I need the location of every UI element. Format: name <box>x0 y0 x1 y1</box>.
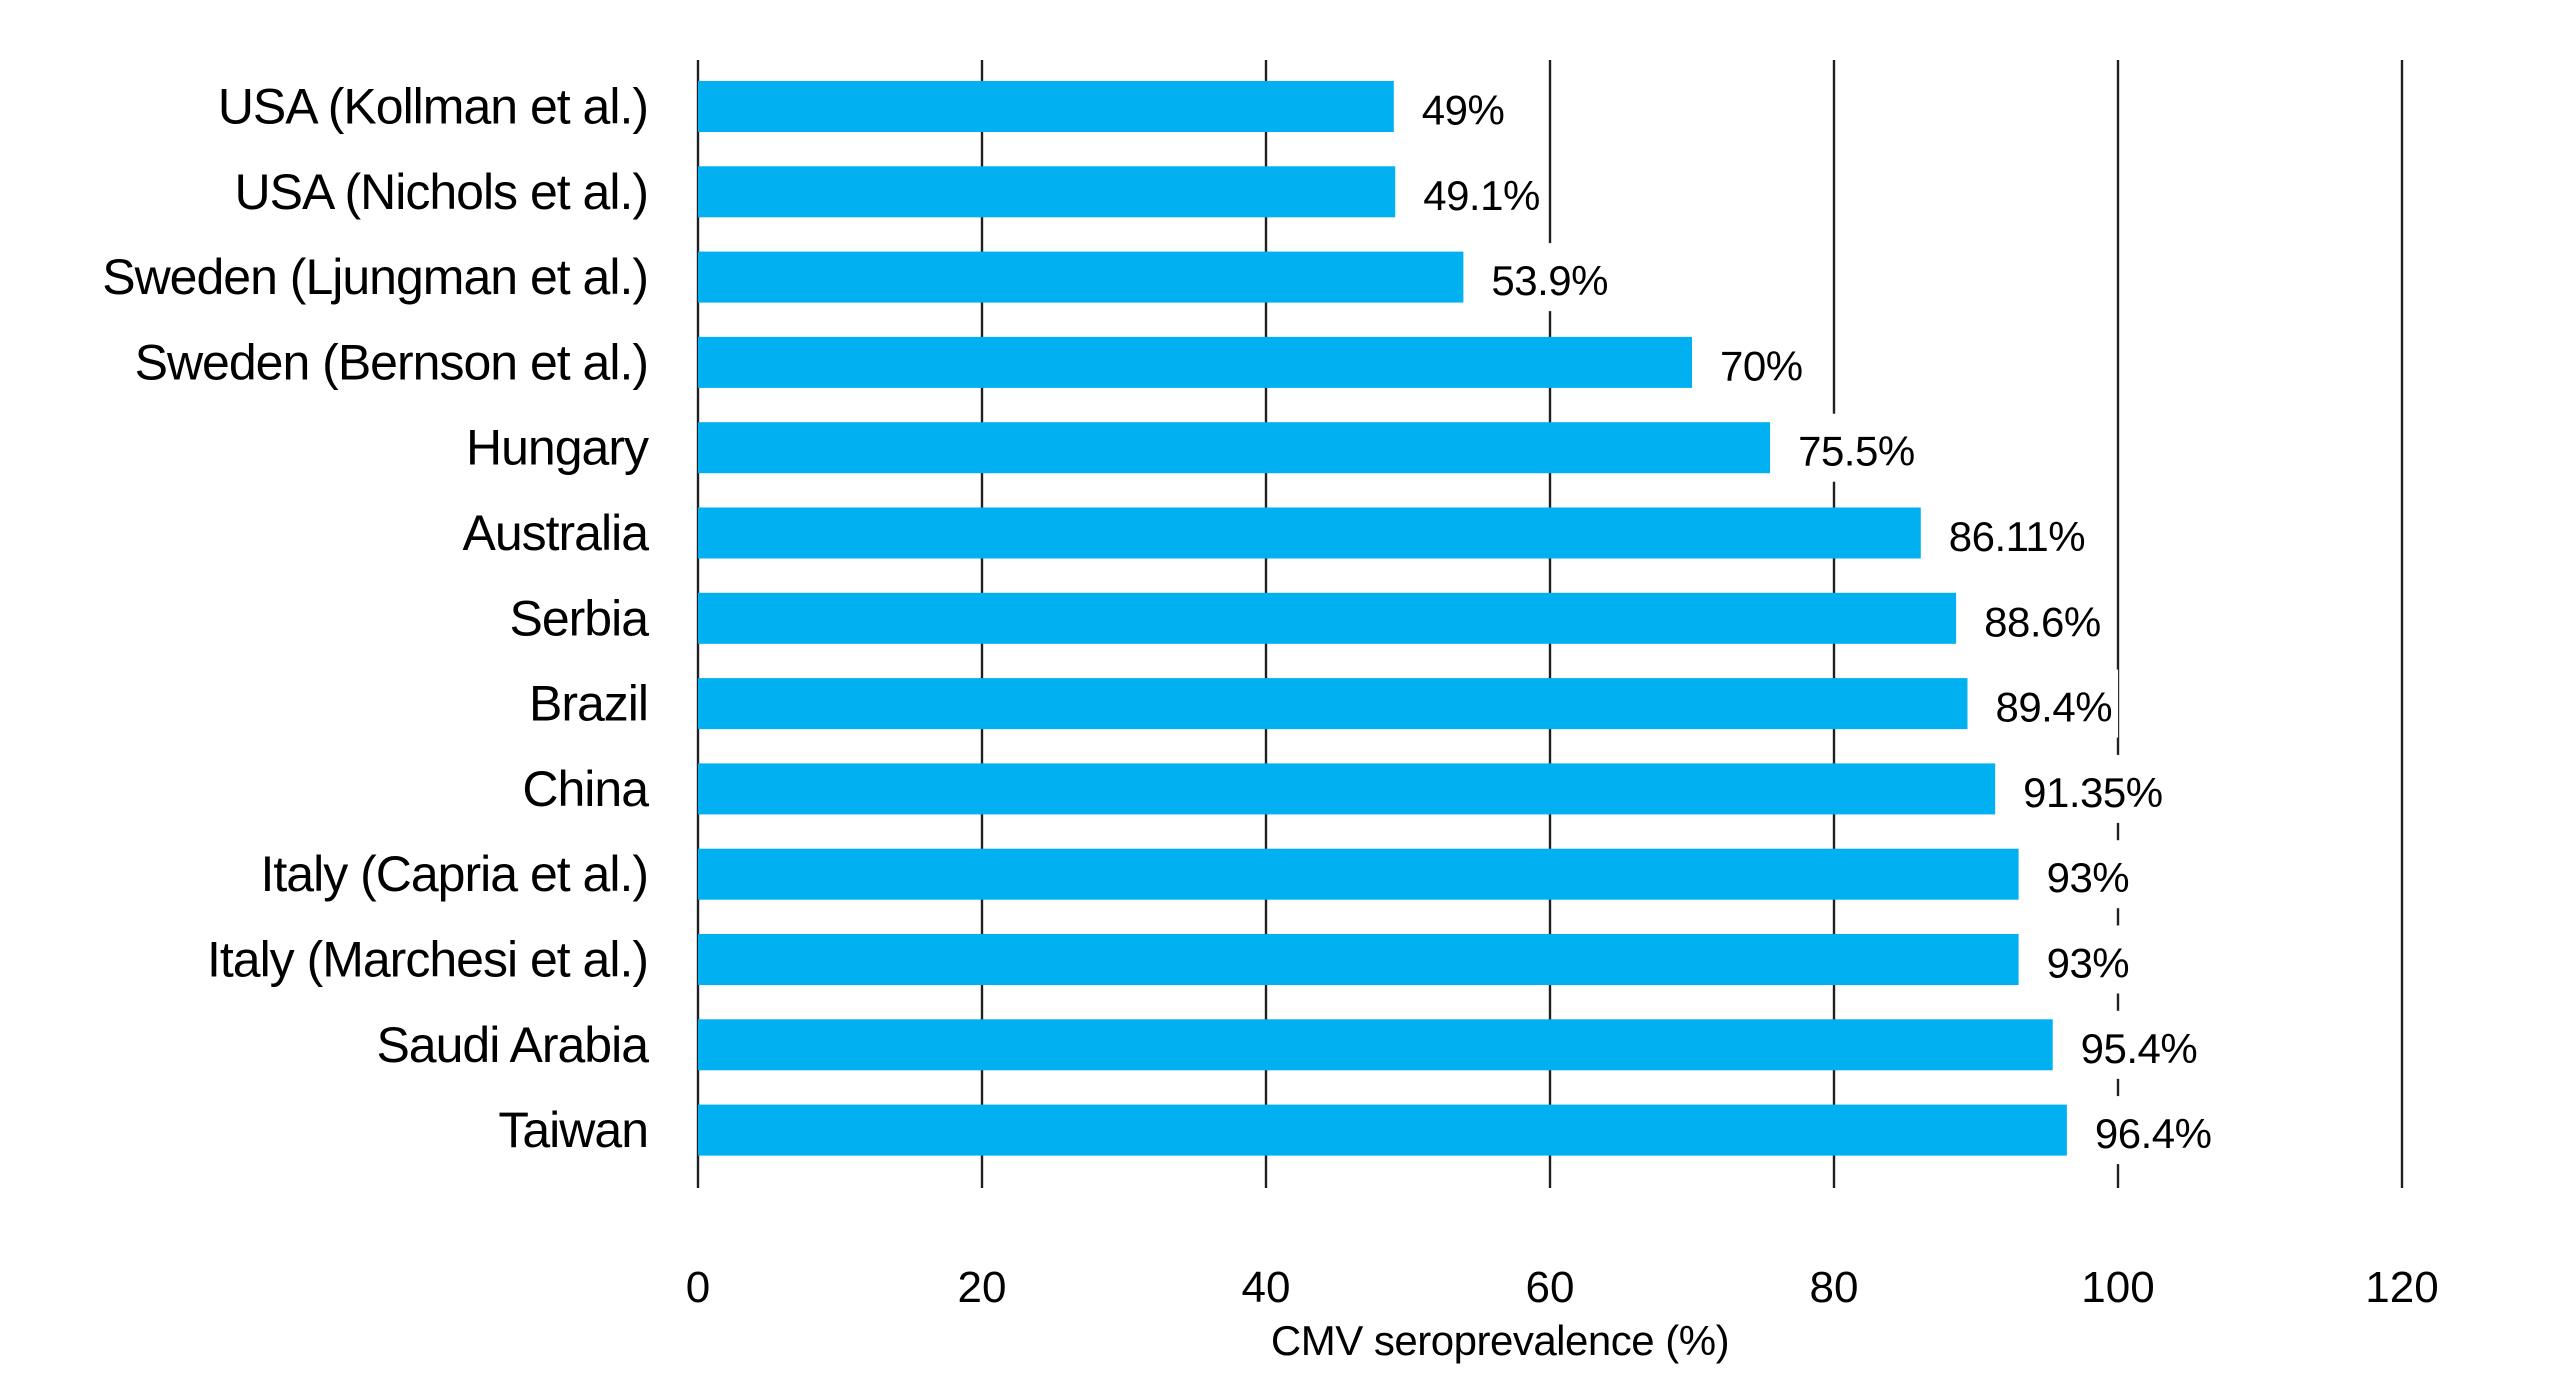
bars <box>698 81 2067 1156</box>
category-label: Brazil <box>529 676 648 732</box>
data-label-background <box>2074 1010 2204 1079</box>
data-label-background <box>1417 157 1546 226</box>
bar <box>698 507 1921 559</box>
data-label-background <box>2040 840 2136 909</box>
data-label-background <box>1978 584 2107 653</box>
category-label: Sweden (Bernson et al.) <box>135 334 648 390</box>
data-label: 53.9% <box>1491 257 1608 304</box>
category-label: Serbia <box>509 590 649 646</box>
data-label: 49% <box>1422 87 1505 134</box>
data-label-background <box>1989 669 2119 738</box>
x-tick-label: 40 <box>1242 1263 1291 1312</box>
data-label-background <box>2088 1096 2218 1165</box>
bar <box>698 251 1464 303</box>
data-label-background <box>2040 925 2136 994</box>
x-tick-label: 80 <box>1810 1263 1859 1312</box>
x-tick-label: 120 <box>2365 1263 2438 1312</box>
bar <box>698 678 1968 730</box>
category-labels: USA (Kollman et al.) USA (Nichols et al.)… <box>102 79 650 1159</box>
category-label: USA (Nichols et al.) <box>235 164 648 220</box>
bar <box>698 1019 2053 1071</box>
bar <box>698 934 2019 985</box>
data-label: 88.6% <box>1984 598 2101 645</box>
category-label: Australia <box>462 505 649 561</box>
data-label: 70% <box>1720 342 1803 389</box>
bar <box>698 592 1957 644</box>
bar <box>698 166 1396 218</box>
bar <box>698 336 1692 388</box>
category-label: China <box>522 761 649 817</box>
data-label-background <box>2017 754 2169 823</box>
x-tick-label: 100 <box>2081 1263 2154 1312</box>
data-label-background <box>1942 499 2092 567</box>
data-label-background <box>1714 328 1809 397</box>
x-tick-label: 0 <box>686 1263 710 1312</box>
category-label: Sweden (Ljungman et al.) <box>102 249 648 305</box>
x-tick-label: 20 <box>958 1263 1007 1312</box>
data-label: 86.11% <box>1949 513 2085 560</box>
x-axis-title: CMV seroprevalence (%) <box>1271 1317 1729 1364</box>
data-label: 93% <box>2047 940 2130 987</box>
data-label: 89.4% <box>1995 684 2112 731</box>
bar <box>698 848 2019 900</box>
category-label: Italy (Marchesi et al.) <box>207 932 648 988</box>
category-label: USA (Kollman et al.) <box>218 79 648 135</box>
category-label: Saudi Arabia <box>376 1017 649 1073</box>
value-labels: 49% 49.1% 53.9% 70% 75.5% 86.11% 88.6% 89.4% 91.… <box>1415 72 2218 1165</box>
bar <box>698 763 1996 815</box>
data-label: 93% <box>2047 854 2130 901</box>
x-tick-labels: 0 20 40 60 80 100 120 <box>686 1263 2439 1312</box>
category-label: Taiwan <box>498 1102 648 1158</box>
data-label: 49.1% <box>1423 172 1540 219</box>
bar <box>698 81 1394 132</box>
data-label-background <box>1415 72 1511 141</box>
data-label: 91.35% <box>2023 769 2162 816</box>
data-label-background <box>1792 413 1921 482</box>
data-label: 96.4% <box>2095 1110 2212 1157</box>
data-label: 95.4% <box>2081 1025 2198 1072</box>
x-tick-label: 60 <box>1526 1263 1575 1312</box>
category-label: Hungary <box>466 420 649 476</box>
bar <box>698 422 1771 474</box>
data-label: 75.5% <box>1798 428 1915 475</box>
bar <box>698 1104 2067 1156</box>
category-label: Italy (Capria et al.) <box>261 846 648 902</box>
data-label-background <box>1485 243 1614 312</box>
